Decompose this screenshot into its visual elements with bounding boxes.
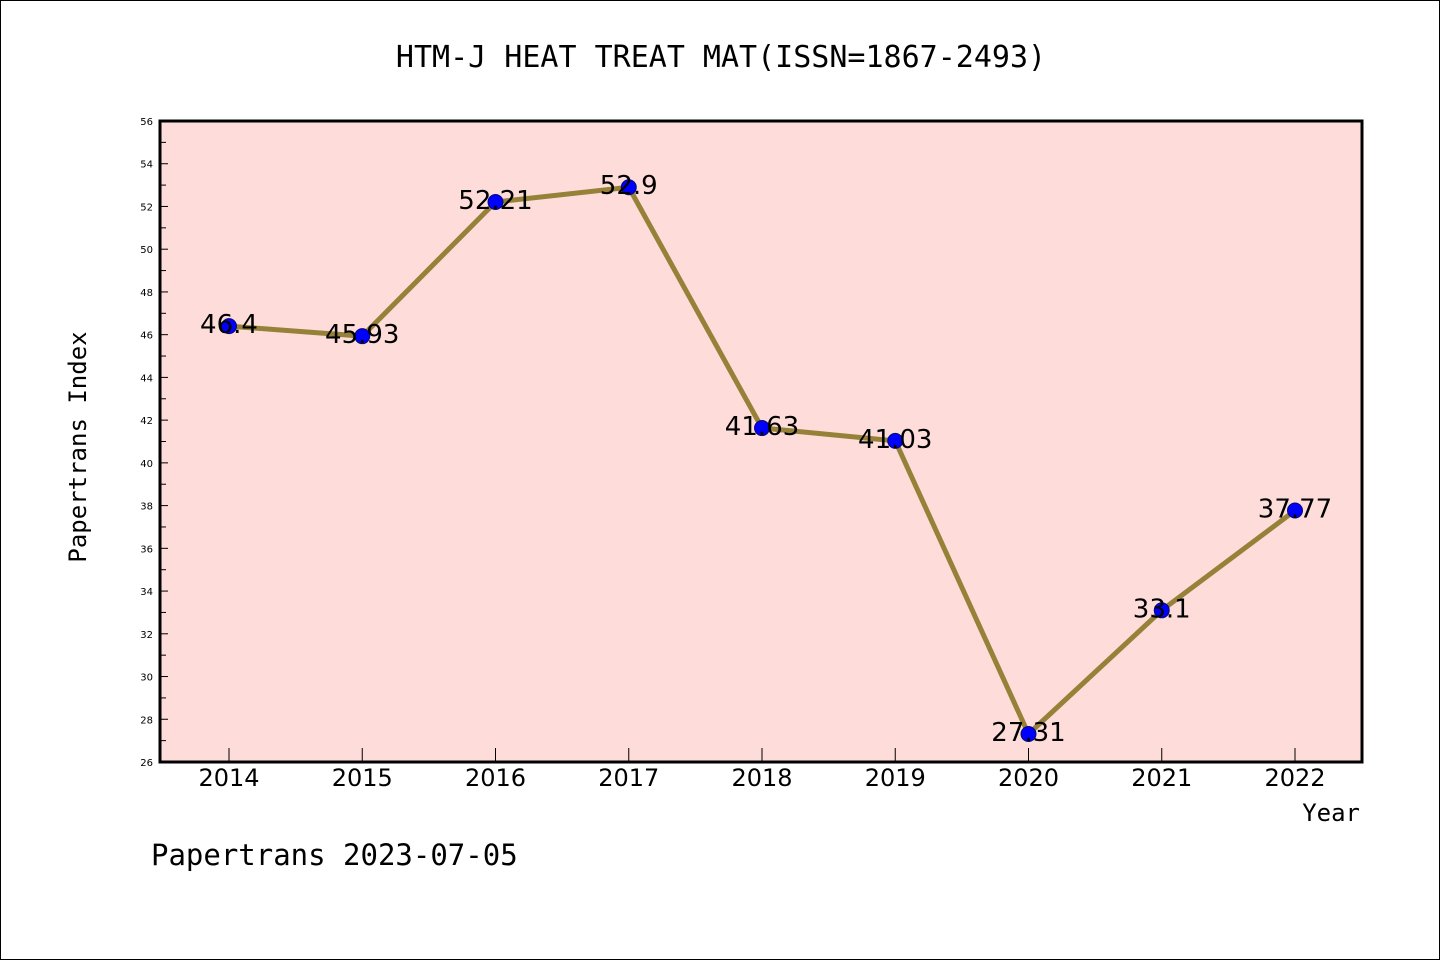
footer-text: Papertrans 2023-07-05 [151,838,518,872]
x-tick-label: 2020 [998,764,1059,792]
y-tick-label: 46 [140,331,153,342]
data-label: 46.4 [200,310,258,340]
data-label: 52.9 [600,171,658,201]
data-point [487,193,504,210]
y-tick-label: 48 [140,288,153,299]
plot-area [158,119,1364,764]
x-tick-label: 2019 [865,764,926,792]
data-label: 52.21 [458,186,532,216]
y-tick-label: 38 [140,502,153,513]
x-axis-ticks: 2014 2015 2016 2017 2018 2019 2020 2021 2022 [198,748,1326,792]
y-tick-label: 52 [140,202,153,213]
data-label: 41.63 [725,412,799,442]
x-tick-label: 2015 [332,764,393,792]
chart-title: HTM-J HEAT TREAT MAT(ISSN=1867-2493) [396,40,1046,75]
x-tick-label: 2016 [465,764,526,792]
x-tick-label: 2018 [731,764,792,792]
data-point [1287,502,1303,519]
data-point [221,318,237,335]
x-axis-label: Year [1302,799,1360,827]
y-tick-label: 30 [140,673,153,684]
y-tick-label: 28 [140,715,153,726]
y-tick-label: 44 [140,373,153,384]
y-tick-label: 56 [140,117,153,128]
y-axis-label: Papertrans Index [64,331,92,562]
data-label: 37.77 [1258,495,1332,525]
data-point [887,432,904,449]
data-point [754,420,770,437]
data-markers [221,179,1303,743]
y-tick-label: 26 [140,758,153,769]
data-label: 41.03 [858,425,932,455]
x-tick-label: 2017 [598,764,659,792]
data-label: 45.93 [325,320,399,350]
data-label: 27.31 [991,718,1065,748]
y-tick-label: 40 [140,459,153,470]
y-tick-label: 54 [140,160,153,171]
data-point [620,179,637,196]
data-labels: 46.4 45.93 52.21 52.9 41.63 41.03 27.31 33.1 37.… [200,171,1332,748]
y-tick-label: 34 [140,587,153,598]
y-tick-label: 36 [140,544,153,555]
y-tick-label: 42 [140,416,153,427]
data-point [354,328,371,345]
x-tick-label: 2014 [198,764,259,792]
y-tick-label: 50 [140,245,153,256]
data-point [1153,602,1170,619]
data-point [1020,726,1037,743]
y-axis-ticks: 26 28 30 32 34 36 38 40 42 44 46 48 50 52 54 56 [140,117,168,769]
x-tick-label: 2022 [1264,764,1325,792]
data-label: 33.1 [1133,594,1191,624]
x-tick-label: 2021 [1131,764,1192,792]
y-tick-label: 32 [140,630,153,641]
